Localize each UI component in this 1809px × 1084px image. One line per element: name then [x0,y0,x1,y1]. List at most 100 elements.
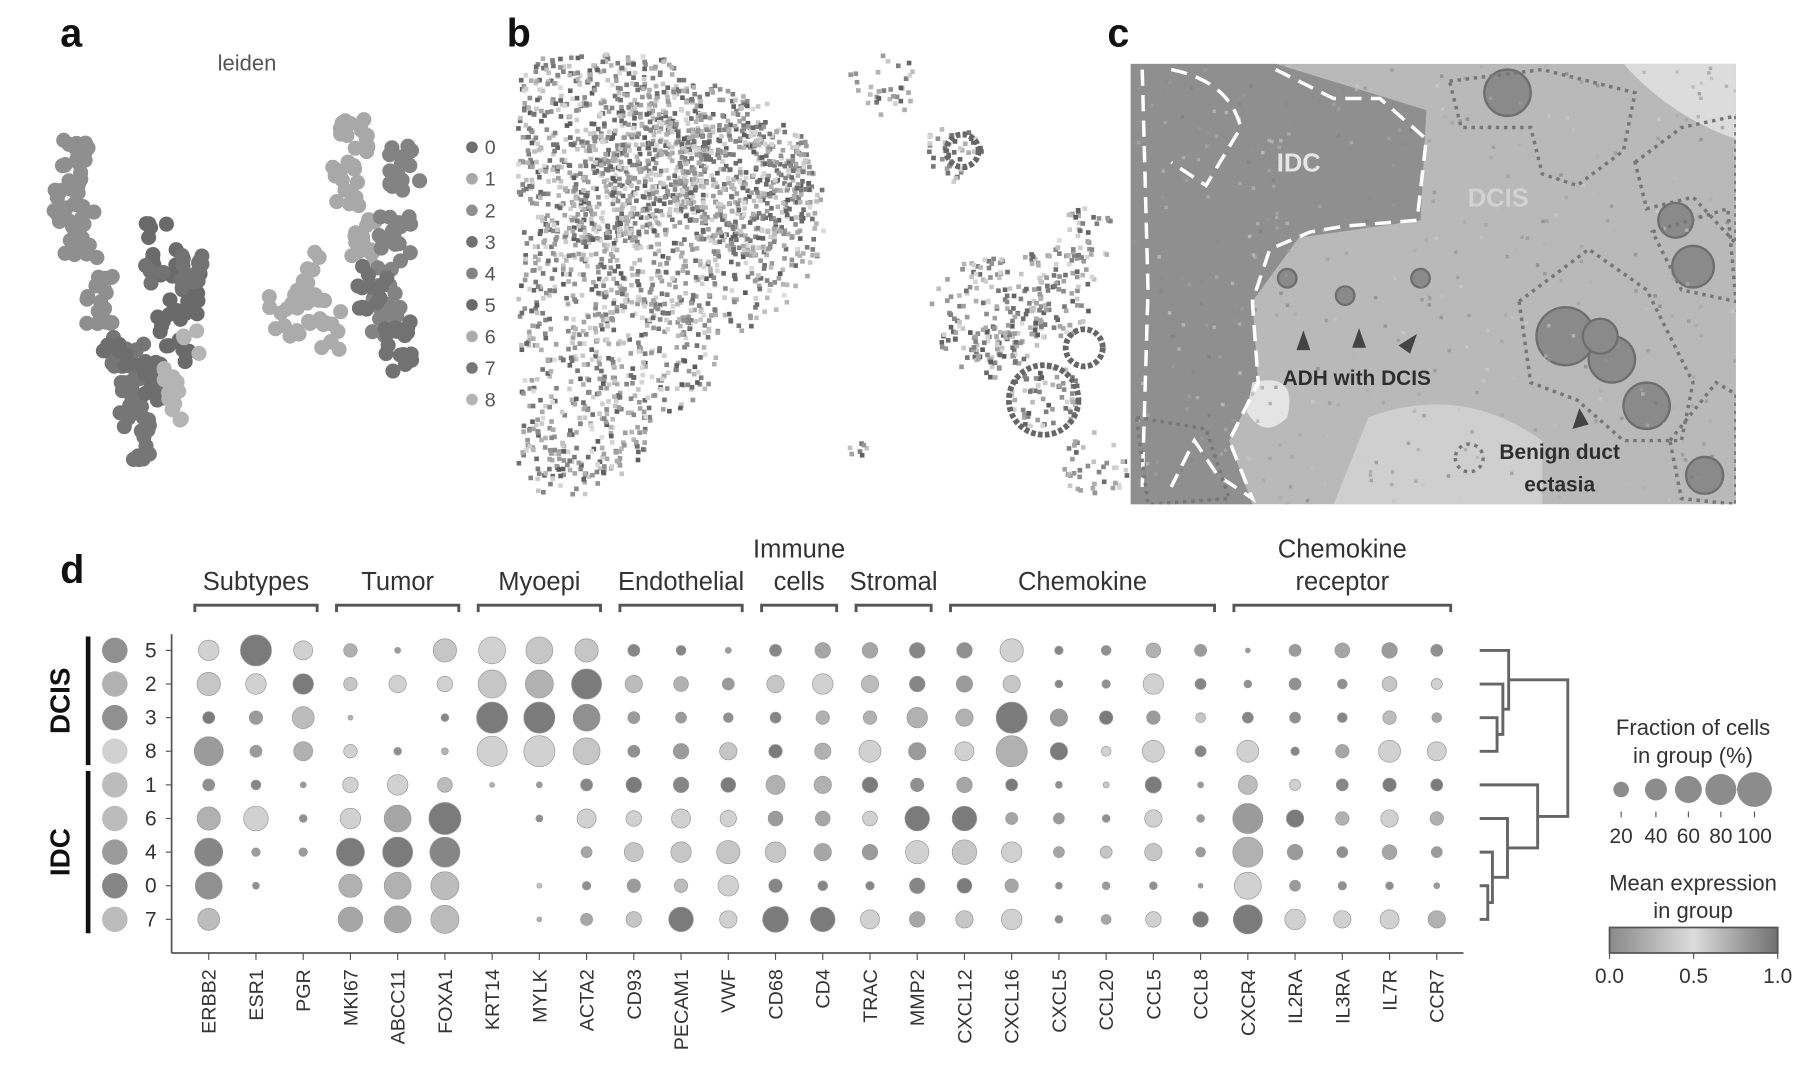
spatial-spot [580,101,586,106]
spatial-spot [648,128,654,133]
spatial-spot [720,159,725,164]
spatial-spot [540,88,546,94]
dot-0-CCL8 [1197,882,1204,889]
spatial-spot [620,275,626,281]
spatial-spot [695,369,701,375]
dot-4-IL3RA [1336,846,1349,858]
spatial-spot [552,284,558,290]
spatial-spot [642,135,648,140]
spatial-spot [527,386,533,391]
spatial-spot [608,63,614,68]
spatial-spot [692,144,697,149]
dot-8-CXCL16 [995,735,1028,768]
spatial-spot [1020,407,1026,413]
spatial-spot [736,323,742,329]
spatial-spot [1078,245,1083,251]
tissue-texture [1595,155,1600,159]
spatial-spot [743,290,748,296]
spatial-spot [773,307,779,312]
spatial-spot [634,154,640,160]
spatial-spot [538,228,544,234]
umap-legend-title: leiden [218,51,277,76]
spatial-spot [638,346,643,351]
dot-6-FOXA1 [428,802,462,835]
spatial-spot [731,297,737,302]
spatial-spot [650,75,656,81]
spatial-spot [595,67,600,73]
spatial-spot [1096,469,1102,475]
spatial-spot [642,304,648,309]
spatial-spot [662,227,668,233]
dot-1-CXCL12 [956,776,973,794]
tissue-texture [1732,151,1736,155]
spatial-spot [598,238,604,244]
dot-7-PECAM1 [668,906,694,933]
group-bracket [1232,603,1453,613]
spatial-spot [535,141,541,146]
spatial-spot [784,161,789,166]
spatial-spot [530,323,536,329]
spatial-spot [681,330,687,335]
spatial-spot [698,355,703,360]
umap-point [175,258,191,274]
spatial-spot [891,94,896,99]
tissue-texture [1392,202,1396,207]
spatial-spot [549,218,555,223]
spatial-spot [757,193,762,199]
spatial-spot [683,281,688,286]
spatial-spot [535,324,540,329]
spatial-spot [795,173,801,178]
spatial-spot [847,445,853,451]
spatial-spot [821,228,826,234]
spatial-spot [552,398,558,404]
tissue-texture [1633,252,1638,257]
spatial-spot [566,346,571,352]
spatial-spot [558,473,564,479]
spatial-spot [554,220,560,226]
spatial-spot [685,382,691,388]
spatial-spot [720,97,726,103]
tissue-texture [1730,309,1734,313]
spatial-spot [530,336,536,341]
spatial-spot [991,256,996,262]
spatial-spot [715,230,721,236]
spatial-spot [784,212,790,218]
spatial-spot [765,144,771,150]
tissue-texture [1689,475,1694,479]
spatial-spot [603,59,609,64]
spatial-spot [625,132,631,137]
spatial-spot [526,329,532,335]
spatial-spot [650,184,655,189]
spatial-spot [554,257,559,263]
dot-4-CCL20 [1099,845,1113,859]
spatial-spot [610,82,615,88]
spatial-spot [563,271,569,277]
legend-label-4: 4 [485,263,496,285]
spatial-spot [1061,387,1067,392]
spatial-spot [761,124,767,130]
umap-point [172,311,188,327]
tissue-texture [1503,313,1508,317]
dot-6-ACTA2 [576,808,597,829]
spatial-spot [662,301,668,307]
spatial-spot [654,143,659,148]
spatial-spot [561,271,566,277]
spatial-spot [538,189,544,195]
tissue-texture [1708,66,1713,71]
spatial-spot [875,69,881,75]
gene-label-MYLK: MYLK [529,969,551,1023]
spatial-spot [745,111,750,117]
spatial-spot [983,325,989,330]
spatial-spot [793,161,799,167]
spatial-spot [636,231,642,237]
spatial-spot [737,198,743,203]
spatial-spot [612,394,617,399]
spatial-spot [630,81,635,86]
spatial-spot [654,117,660,122]
spatial-spot [539,108,544,114]
spatial-spot [636,340,641,346]
spatial-spot [1072,443,1077,448]
dot-7-VWF [719,910,738,929]
spatial-spot [759,155,765,160]
dot-4-FOXA1 [429,836,461,868]
